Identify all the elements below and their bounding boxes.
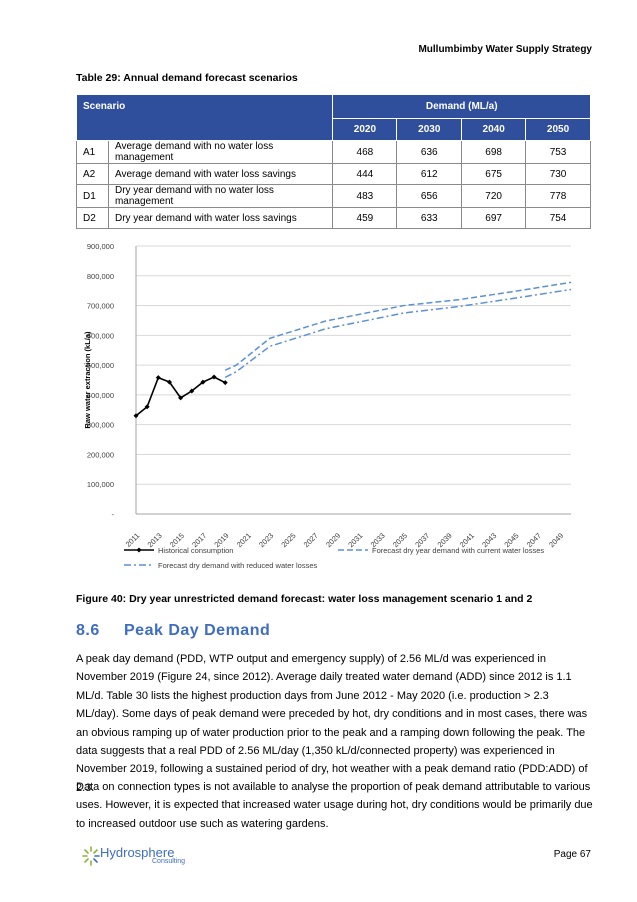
y-axis-label: Raw water extraction (kL/a) — [83, 331, 92, 429]
scenario-header: Scenario — [75, 94, 334, 141]
body-paragraph: A peak day demand (PDD, WTP output and e… — [76, 653, 588, 794]
scenario-description: Average demand with no water loss manage… — [107, 140, 334, 164]
x-tick-label: 2023 — [257, 531, 275, 549]
series-line — [224, 288, 572, 378]
year-header: 2030 — [396, 118, 463, 141]
scenario-description: Average demand with water loss savings — [107, 163, 334, 185]
table-row: A2 Average demand with water loss saving… — [76, 163, 591, 185]
x-tick-label: 2011 — [124, 531, 142, 549]
demand-value: 778 — [525, 184, 591, 208]
y-tick-label: 100,000 — [87, 480, 114, 489]
table-caption: Table 29: Annual demand forecast scenari… — [76, 72, 298, 84]
data-point — [144, 404, 150, 410]
demand-value: 612 — [396, 163, 463, 185]
legend-label: Forecast dry year demand with current wa… — [372, 546, 544, 555]
legend-label: Historical consumption — [158, 546, 233, 555]
x-tick-label: 2049 — [547, 531, 565, 549]
legend-marker — [136, 547, 142, 553]
page-number: Page 67 — [553, 849, 591, 860]
demand-value: 468 — [332, 140, 398, 164]
section-heading: 8.6 Peak Day Demand — [76, 622, 270, 640]
document-header-title: Mullumbimby Water Supply Strategy — [418, 44, 592, 55]
logo-subtext: Consulting — [152, 858, 186, 865]
demand-value: 483 — [332, 184, 398, 208]
demand-value: 459 — [332, 207, 398, 229]
data-point — [155, 375, 161, 381]
year-header: 2050 — [525, 118, 591, 141]
table-row: D1 Dry year demand with no water loss ma… — [76, 184, 591, 208]
scenario-code: A1 — [76, 140, 109, 164]
hydrosphere-logo: Hydrosphere Consulting — [82, 843, 222, 871]
demand-value: 656 — [396, 184, 463, 208]
demand-value: 754 — [525, 207, 591, 229]
figure-caption: Figure 40: Dry year unrestricted demand … — [76, 593, 533, 605]
section-number: 8.6 — [76, 622, 100, 639]
year-header: 2040 — [461, 118, 527, 141]
x-tick-label: 2027 — [302, 531, 320, 549]
demand-value: 444 — [332, 163, 398, 185]
body-paragraph: Data on connection types is not availabl… — [76, 781, 593, 830]
demand-value: 720 — [461, 184, 527, 208]
demand-value: 675 — [461, 163, 527, 185]
x-tick-label: 2031 — [346, 531, 364, 549]
demand-value: 633 — [396, 207, 463, 229]
demand-value: 698 — [461, 140, 527, 164]
demand-value: 636 — [396, 140, 463, 164]
scenario-description: Dry year demand with no water loss manag… — [107, 184, 334, 208]
y-tick-label: 400,000 — [87, 391, 114, 400]
demand-value: 730 — [525, 163, 591, 185]
data-point — [211, 374, 217, 380]
y-tick-label: 700,000 — [87, 302, 114, 311]
data-point — [189, 388, 195, 394]
scenario-code: D2 — [76, 207, 109, 229]
year-header: 2020 — [332, 118, 398, 141]
table-row: D2 Dry year demand with water loss savin… — [76, 207, 591, 229]
y-tick-label: - — [112, 510, 115, 519]
demand-header: Demand (ML/a) — [332, 94, 591, 119]
data-point — [133, 413, 139, 419]
y-tick-label: 600,000 — [87, 331, 114, 340]
y-tick-label: 900,000 — [87, 242, 114, 251]
scenario-description: Dry year demand with water loss savings — [107, 207, 334, 229]
y-tick-label: 300,000 — [87, 421, 114, 430]
data-point — [200, 379, 206, 385]
section-title: Peak Day Demand — [124, 622, 271, 639]
scenario-code: D1 — [76, 184, 109, 208]
x-tick-label: 2025 — [279, 531, 297, 549]
demand-forecast-table: Scenario Demand (ML/a) 2020 2030 2040 20… — [75, 94, 591, 229]
scenario-code: A2 — [76, 163, 109, 185]
logo-text: Hydrosphere — [100, 845, 175, 860]
demand-value: 697 — [461, 207, 527, 229]
y-tick-label: 500,000 — [87, 361, 114, 370]
data-point — [178, 395, 184, 401]
y-tick-label: 200,000 — [87, 450, 114, 459]
demand-value: 753 — [525, 140, 591, 164]
x-tick-label: 2021 — [235, 531, 253, 549]
demand-forecast-chart: - 100,000 200,000 300,000 400,000 500,000 600,… — [83, 242, 572, 570]
legend-label: Forecast dry demand with reduced water l… — [158, 561, 317, 570]
series-line — [224, 281, 572, 371]
data-point — [222, 380, 228, 386]
x-tick-label: 2029 — [324, 531, 342, 549]
table-row: A1 Average demand with no water loss man… — [76, 140, 591, 164]
y-tick-label: 800,000 — [87, 272, 114, 281]
logo-burst-icon — [82, 846, 100, 866]
data-point — [166, 379, 172, 385]
